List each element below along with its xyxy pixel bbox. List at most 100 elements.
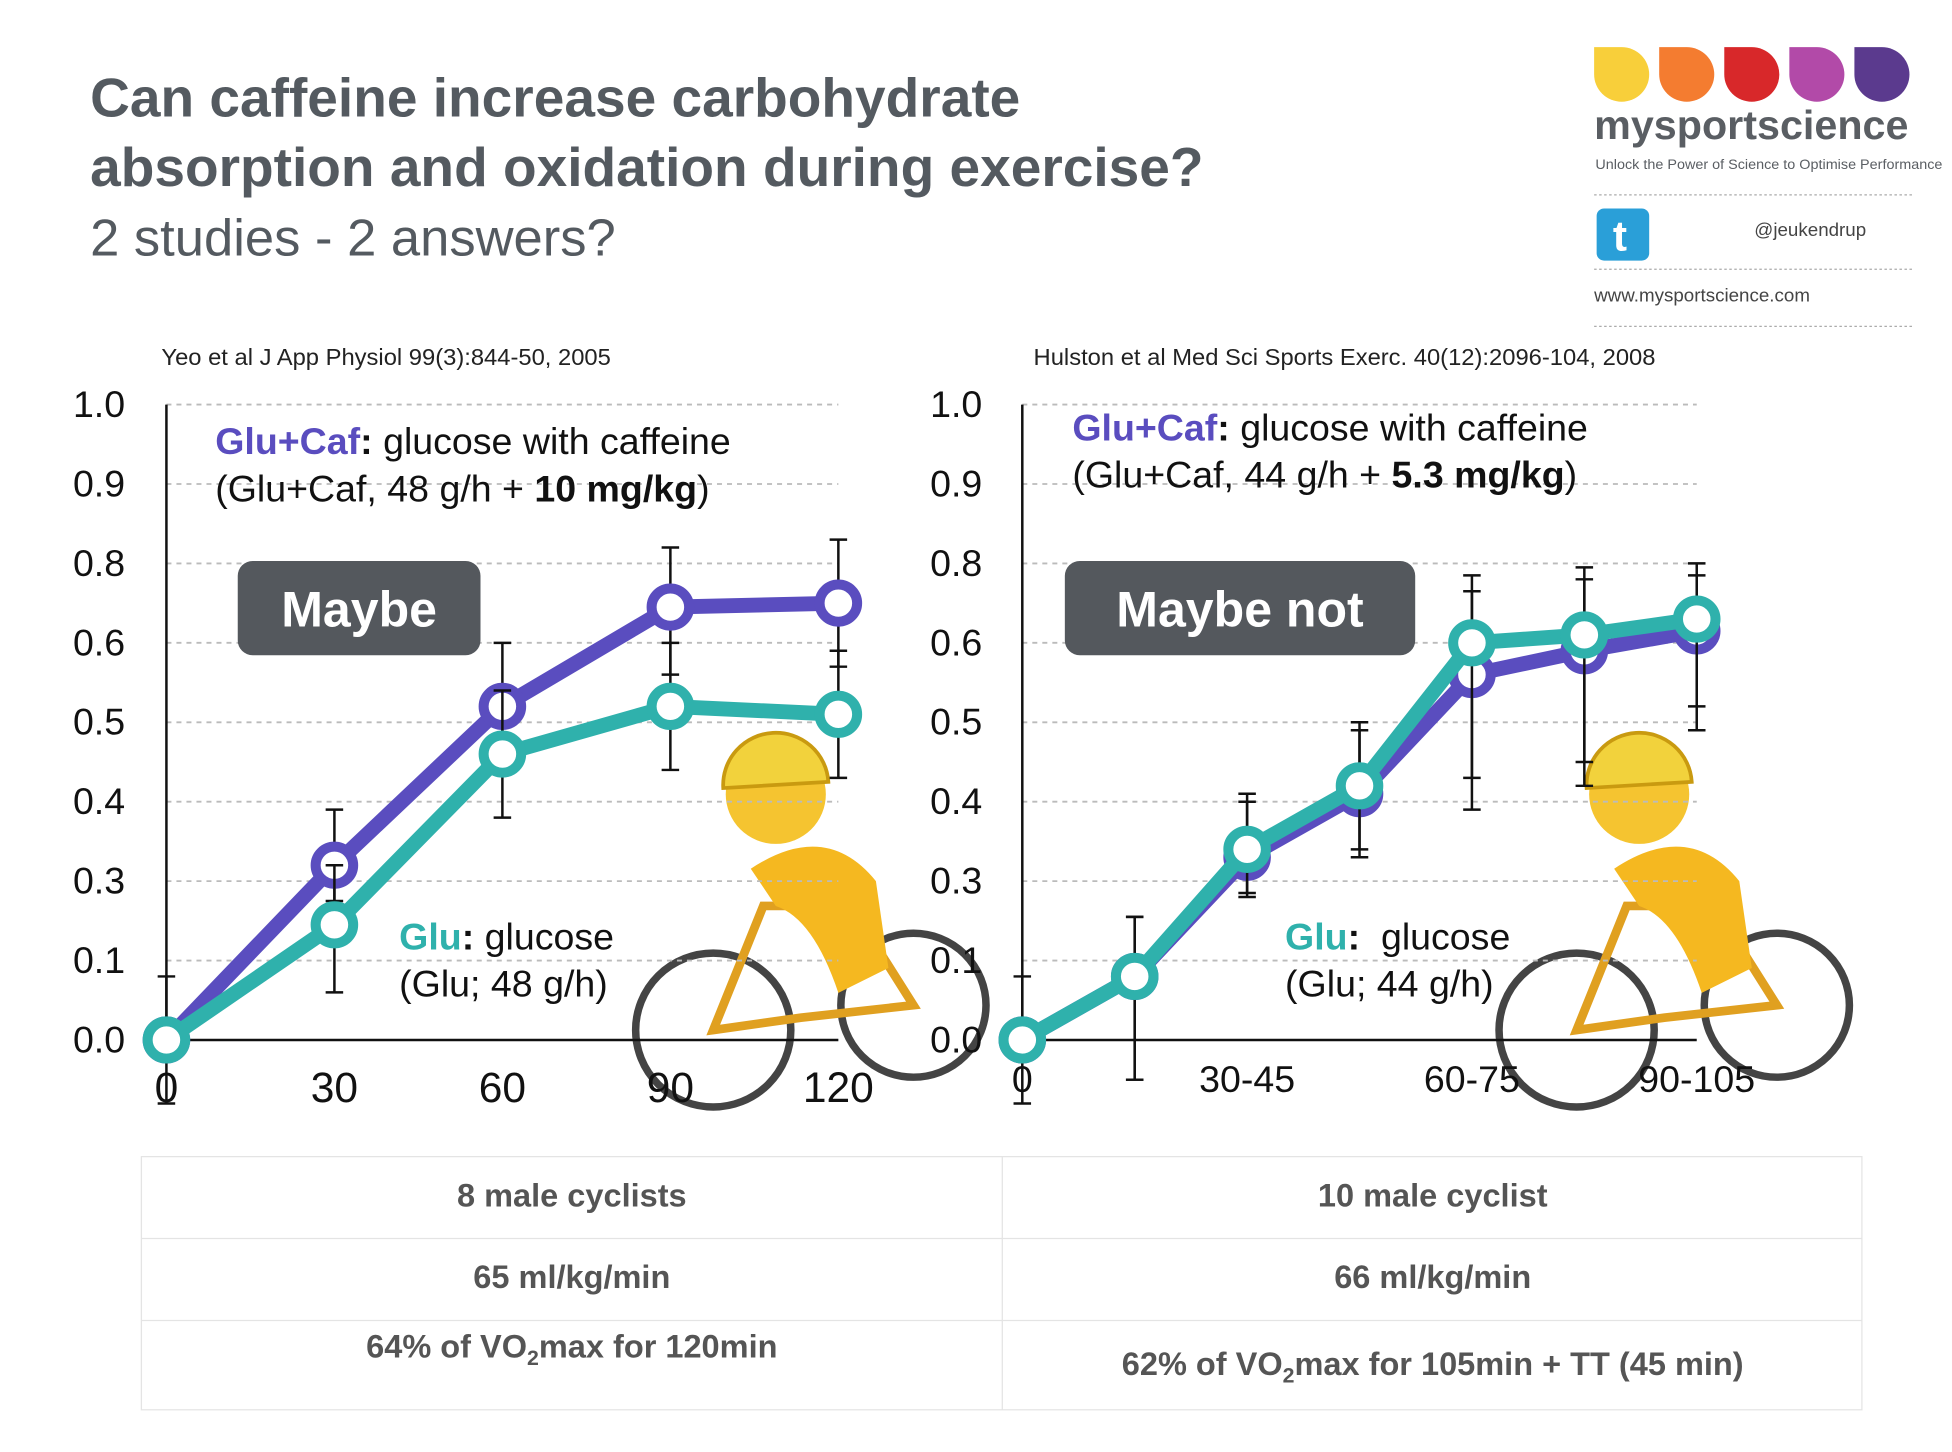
- data-point: [1335, 762, 1384, 810]
- helmet: [1584, 730, 1694, 791]
- data-point: [1672, 595, 1721, 643]
- legend-detail: (Glu; 48 g/h): [399, 963, 608, 1005]
- cell-text: max for 105min + TT (45 min): [1294, 1346, 1743, 1382]
- legend-separator: :: [1217, 407, 1230, 449]
- y-tick-label: 0.3: [73, 860, 125, 902]
- legend-description: glucose with caffeine: [1230, 407, 1588, 449]
- cyclist-illustration: [631, 730, 990, 1111]
- legend-name: Glu: [1285, 916, 1348, 958]
- table-cell: 66 ml/kg/min: [1334, 1259, 1531, 1295]
- x-tick-label: 60-75: [1424, 1058, 1520, 1100]
- verdict-box: [1064, 560, 1416, 656]
- x-tick-label: 90-105: [1638, 1058, 1755, 1100]
- cell-subscript: 2: [527, 1347, 539, 1370]
- cell-text: max for 120min: [539, 1329, 778, 1365]
- title: Can caffeine increase carbohydrate: [90, 67, 1020, 129]
- legend-detail: ): [1565, 454, 1578, 496]
- legend-name: Glu: [399, 916, 462, 958]
- data-point: [814, 690, 863, 738]
- tagline: Unlock the Power of Science to Optimise …: [1595, 157, 1942, 173]
- x-tick-label: 120: [803, 1064, 874, 1111]
- twitter-handle: @jeukendrup: [1754, 219, 1866, 240]
- legend-label: Glu: glucose: [399, 916, 614, 958]
- table-cell: 8 male cyclists: [457, 1177, 687, 1213]
- y-tick-label: 0.6: [73, 621, 125, 663]
- y-tick-label: 0.4: [73, 780, 125, 822]
- logo-drops: [1594, 47, 1910, 102]
- x-tick-label: 30-45: [1199, 1058, 1295, 1100]
- wheel: [1495, 949, 1658, 1111]
- y-tick-label: 0.5: [930, 701, 982, 743]
- verdict: Maybe not: [1116, 582, 1363, 638]
- y-tick-label: 0.9: [73, 463, 125, 505]
- legend-name: Glu+Caf: [215, 420, 360, 462]
- cyclist-illustration: [1495, 730, 1854, 1111]
- legend-details: (Glu; 48 g/h): [399, 963, 608, 1005]
- table-cell: 62% of VO2max for 105min + TT (45 min): [1122, 1346, 1744, 1387]
- legend-description: glucose with caffeine: [373, 420, 731, 462]
- y-tick-label: 0.0: [930, 1019, 982, 1061]
- data-point: [142, 1016, 191, 1064]
- charts: Yeo et al J App Physiol 99(3):844-50, 20…: [73, 345, 1854, 1111]
- legend-separator: :: [462, 916, 475, 958]
- legend-details: (Glu; 44 g/h): [1285, 963, 1494, 1005]
- wheel: [1700, 929, 1854, 1081]
- error-bar: [1463, 574, 1481, 780]
- y-tick-label: 1.0: [73, 383, 125, 425]
- y-tick-label: 0.1: [73, 939, 125, 981]
- data-point: [1560, 611, 1609, 659]
- legend-details: (Glu+Caf, 44 g/h + 5.3 mg/kg): [1072, 454, 1577, 496]
- legend-label: Glu+Caf: glucose with caffeine: [1072, 407, 1588, 449]
- verdict: Maybe: [281, 582, 437, 638]
- twitter-icon: [1596, 208, 1650, 261]
- data-point: [1110, 952, 1159, 1001]
- x-tick-label: 60: [479, 1064, 526, 1111]
- legend-detail: 5.3 mg/kg: [1392, 454, 1565, 496]
- legend-detail: (Glu; 44 g/h): [1285, 963, 1494, 1005]
- data-point: [478, 730, 527, 778]
- body: [1614, 846, 1752, 993]
- data-point: [1448, 619, 1496, 667]
- cell-text: 62% of VO: [1122, 1346, 1283, 1382]
- verdict-box: [237, 560, 481, 656]
- table: 8 male cyclists 10 male cyclist 65 ml/kg/m…: [140, 1156, 1863, 1411]
- y-tick-label: 0.6: [930, 621, 982, 663]
- y-tick-label: 0.9: [930, 463, 982, 505]
- data-point: [1223, 825, 1271, 873]
- legend-detail: ): [697, 468, 710, 510]
- x-tick-label: 30: [311, 1064, 358, 1111]
- y-tick-label: 0.3: [930, 860, 982, 902]
- wheel: [631, 949, 795, 1111]
- data-point: [814, 579, 863, 627]
- legend-label: Glu: glucose: [1285, 916, 1510, 958]
- legend-name: Glu+Caf: [1072, 407, 1217, 449]
- y-tick-label: 0.5: [73, 701, 125, 743]
- y-tick-label: 1.0: [930, 383, 982, 425]
- y-tick-label: 0.1: [930, 939, 982, 981]
- table-cell: 64% of VO2max for 120min: [366, 1329, 777, 1370]
- legend-details: (Glu+Caf, 48 g/h + 10 mg/kg): [215, 468, 709, 510]
- y-tick-label: 0.4: [930, 780, 982, 822]
- cell-text: 64% of VO: [366, 1329, 527, 1365]
- error-bar: [1575, 566, 1594, 764]
- url: www.mysportscience.com: [1593, 285, 1810, 306]
- y-tick-label: 0.0: [73, 1019, 125, 1061]
- body: [750, 846, 889, 993]
- table-cell: 10 male cyclist: [1318, 1177, 1548, 1213]
- wheel: [837, 929, 990, 1081]
- data-point: [646, 682, 695, 730]
- data-point: [310, 901, 359, 949]
- subtitle: 2 studies - 2 answers?: [90, 210, 616, 268]
- legend-description: glucose: [1360, 916, 1510, 958]
- y-tick-label: 0.8: [73, 542, 125, 584]
- citation: Yeo et al J App Physiol 99(3):844-50, 20…: [161, 345, 610, 371]
- legend-separator: :: [360, 420, 373, 462]
- data-point: [646, 583, 695, 631]
- y-tick-label: 0.8: [930, 542, 982, 584]
- legend-detail: 10 mg/kg: [534, 468, 697, 510]
- title: absorption and oxidation during exercise…: [90, 136, 1203, 198]
- x-tick-label: 90: [647, 1064, 694, 1111]
- legend-detail: (Glu+Caf, 44 g/h +: [1072, 454, 1391, 496]
- twitter-glyph: t: [1613, 213, 1627, 260]
- helmet: [721, 730, 831, 791]
